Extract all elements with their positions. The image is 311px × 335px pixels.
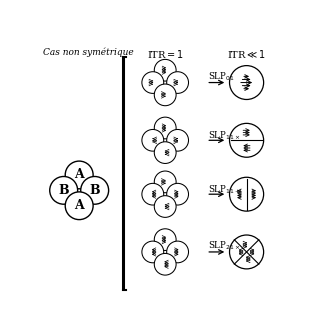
- Circle shape: [230, 66, 264, 99]
- Text: B: B: [89, 184, 100, 197]
- Circle shape: [154, 59, 176, 81]
- Circle shape: [142, 241, 164, 263]
- Circle shape: [65, 192, 93, 220]
- Circle shape: [167, 129, 188, 151]
- Text: ITR$\ll 1$: ITR$\ll 1$: [227, 48, 266, 60]
- Text: A: A: [74, 169, 84, 182]
- Circle shape: [142, 183, 164, 205]
- Circle shape: [65, 161, 93, 189]
- Text: SLP$_{01}$: SLP$_{01}$: [208, 70, 234, 83]
- Circle shape: [154, 254, 176, 275]
- Circle shape: [230, 123, 264, 157]
- Circle shape: [50, 177, 78, 204]
- Circle shape: [154, 196, 176, 217]
- Text: ITR$= 1$: ITR$= 1$: [147, 48, 184, 60]
- Circle shape: [230, 177, 264, 211]
- Circle shape: [81, 177, 109, 204]
- Circle shape: [167, 183, 188, 205]
- Circle shape: [154, 117, 176, 139]
- Circle shape: [142, 72, 164, 93]
- Text: SLP$_{11+}$: SLP$_{11+}$: [208, 183, 241, 196]
- Circle shape: [142, 129, 164, 151]
- Circle shape: [167, 72, 188, 93]
- Circle shape: [167, 241, 188, 263]
- Text: SLP$_{21\times}$: SLP$_{21\times}$: [208, 240, 240, 252]
- Text: A: A: [74, 199, 84, 212]
- Circle shape: [154, 171, 176, 193]
- Circle shape: [154, 84, 176, 106]
- Text: B: B: [58, 184, 69, 197]
- Circle shape: [230, 235, 264, 269]
- Text: SLP$_{11\times}$: SLP$_{11\times}$: [208, 129, 240, 142]
- Circle shape: [154, 229, 176, 251]
- Text: Cas non symétrique: Cas non symétrique: [43, 48, 133, 57]
- Circle shape: [154, 142, 176, 163]
